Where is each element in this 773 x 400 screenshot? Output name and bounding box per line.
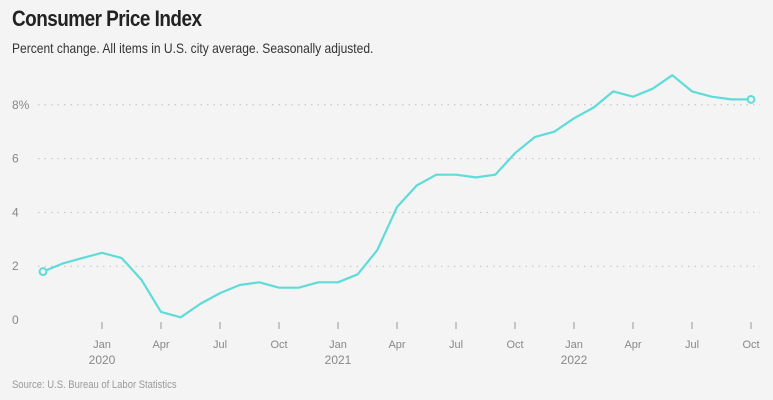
x-tick-label: Oct [270,339,287,351]
x-tick-label: Jul [685,339,699,351]
chart-title: Consumer Price Index [12,6,202,31]
source-note: Source: U.S. Bureau of Labor Statistics [12,379,177,391]
y-tick-label: 6 [12,152,19,166]
y-tick-label: 0 [12,313,19,327]
x-tick-label: Apr [388,339,405,351]
x-tick-label: Apr [624,339,641,351]
endpoint-marker [38,267,48,276]
year-label: 2022 [561,353,588,367]
x-tick-label: Oct [506,339,523,351]
x-tick-label: Oct [742,339,759,351]
year-label: 2020 [89,353,116,367]
x-tick-label: Apr [152,339,169,351]
y-tick-label: 4 [12,205,19,219]
chart-subtitle: Percent change. All items in U.S. city a… [12,40,374,56]
x-tick-label: Jan [329,339,347,351]
x-tick-label: Jul [213,339,227,351]
year-label: 2021 [325,353,352,367]
series-line [41,74,753,319]
x-tick-label: Jan [565,339,583,351]
x-tick-label: Jan [93,339,111,351]
endpoint-marker [746,95,756,104]
x-tick-label: Jul [449,339,463,351]
y-tick-label: 2 [12,259,19,273]
y-tick-label: 8% [12,98,30,112]
